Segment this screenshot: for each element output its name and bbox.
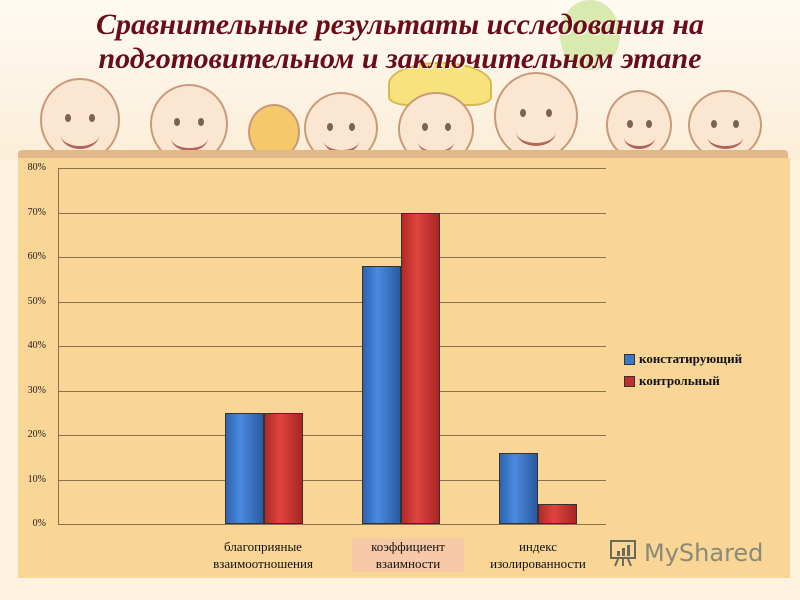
y-tick-label: 20%	[27, 429, 46, 440]
legend-swatch-red	[624, 375, 635, 387]
child-illustration	[40, 78, 120, 160]
bar-kontrolnyy	[401, 212, 440, 524]
child-illustration	[150, 84, 228, 160]
legend-item-series-1: констатирующий	[624, 348, 742, 370]
category-label-3: индекс изолированности	[470, 538, 606, 572]
child-illustration	[398, 92, 474, 160]
child-illustration	[494, 72, 578, 160]
y-tick-label: 80%	[27, 162, 46, 173]
category-label-line: благоприяные	[224, 539, 302, 554]
bar-konstatiruyushchiy	[499, 452, 538, 524]
legend-label: констатирующий	[639, 351, 743, 366]
y-tick-label: 0%	[32, 518, 46, 529]
gridline	[58, 346, 606, 347]
bar-kontrolnyy	[538, 503, 577, 524]
child-illustration	[688, 90, 762, 160]
fence-illustration	[18, 150, 788, 160]
child-illustration	[304, 92, 378, 160]
gridline	[58, 257, 606, 258]
slide-title: Сравнительные результаты исследования на…	[0, 8, 800, 76]
gridline	[58, 479, 606, 481]
category-label-line: взаимности	[375, 556, 441, 571]
chart-legend: констатирующий контрольный	[624, 348, 742, 392]
child-illustration	[606, 90, 672, 160]
y-tick-label: 70%	[27, 206, 46, 218]
gridline	[58, 212, 606, 214]
category-label-2: коэффициент взаимности	[352, 538, 464, 572]
watermark-text: MyShared	[644, 539, 764, 567]
bar-kontrolnyy	[264, 412, 303, 524]
y-tick-label: 40%	[27, 340, 46, 351]
legend-item-series-2: контрольный	[624, 370, 742, 392]
decorative-header	[0, 0, 800, 160]
presentation-chart-icon	[610, 540, 636, 567]
category-label-line: индекс	[518, 539, 558, 554]
footer-strip	[18, 578, 790, 600]
legend-swatch-blue	[624, 353, 635, 365]
gridline	[58, 301, 606, 303]
myshared-watermark: MyShared	[608, 538, 763, 568]
y-tick-label: 60%	[27, 251, 46, 262]
y-tick-label: 50%	[27, 295, 46, 307]
title-line-1: Сравнительные результаты исследования на	[96, 8, 704, 41]
balloon-illustration	[560, 0, 620, 70]
gridline	[58, 435, 606, 436]
category-label-line: изолированности	[490, 556, 586, 571]
y-tick-label: 30%	[27, 384, 46, 396]
gridline	[58, 168, 606, 169]
bar-konstatiruyushchiy	[362, 265, 401, 524]
category-label-line: коэффициент	[371, 539, 445, 554]
legend-label: контрольный	[639, 373, 720, 388]
category-label-1: благоприяные взаимоотношения	[192, 538, 334, 572]
bar-konstatiruyushchiy	[225, 412, 264, 524]
y-tick-label: 10%	[27, 473, 46, 485]
gridline	[58, 390, 606, 392]
category-label-line: взаимоотношения	[213, 556, 313, 571]
gridline	[58, 524, 606, 525]
title-line-2: подготовительном и заключительном этапе	[98, 42, 702, 75]
